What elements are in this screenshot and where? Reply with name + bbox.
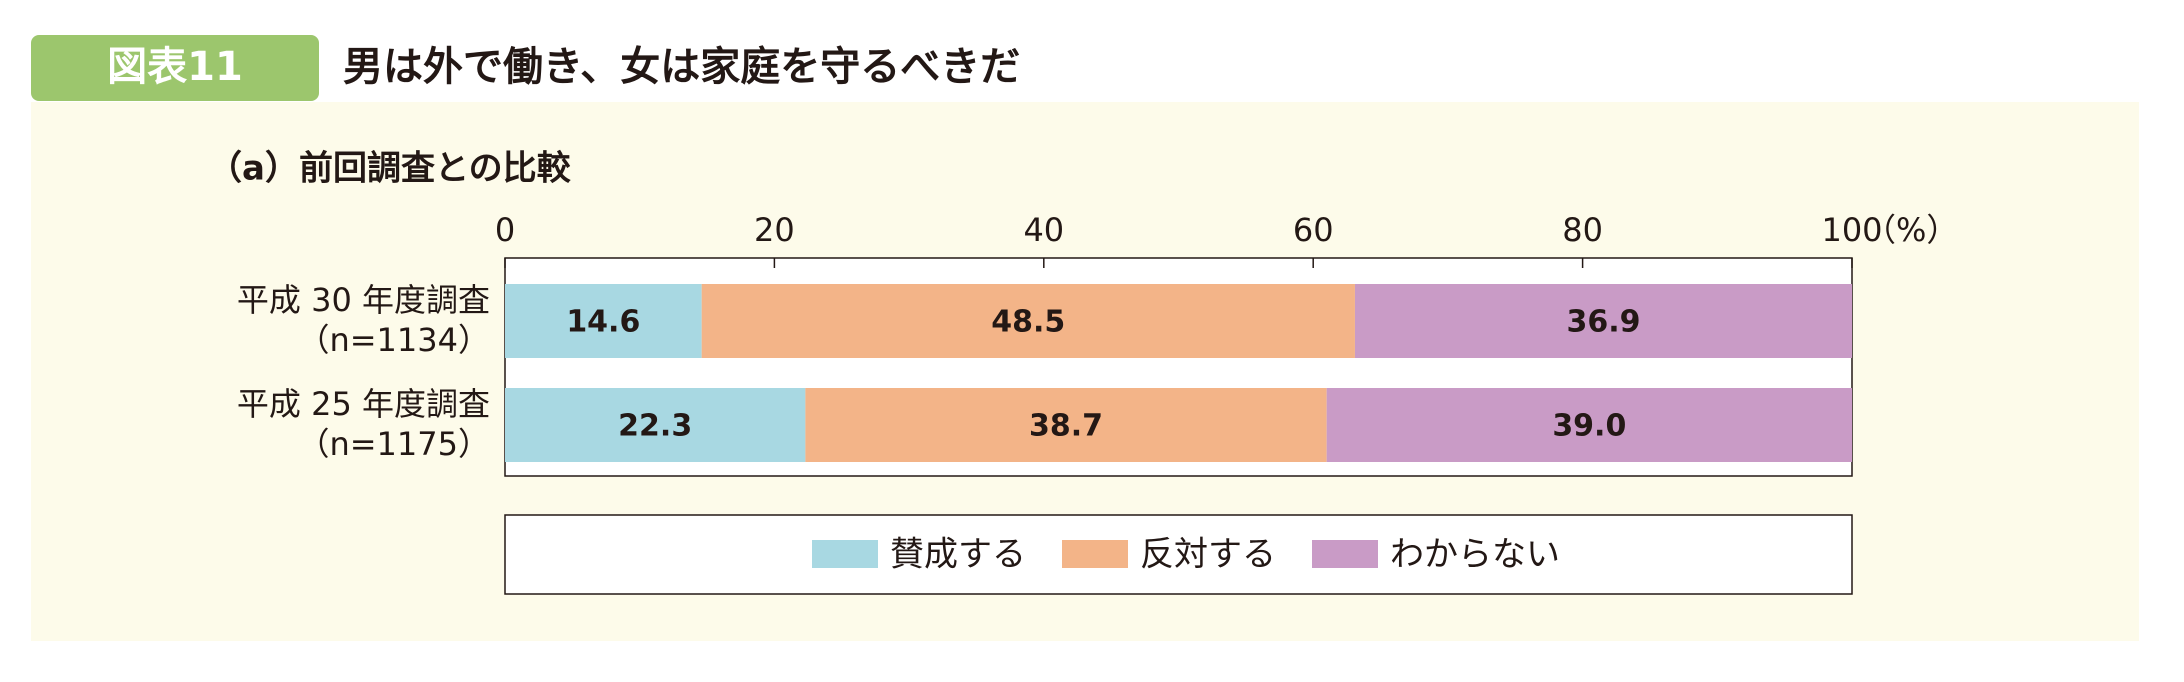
legend-label: わからない <box>1390 535 1560 575</box>
value-label: 39.0 <box>1552 409 1626 444</box>
subtitle: （a）前回調査との比較 <box>208 149 572 189</box>
x-tick-label: 0 <box>495 211 515 249</box>
unit-label: （%） <box>1864 211 1958 249</box>
legend <box>504 514 1853 595</box>
value-label: 36.9 <box>1566 305 1640 340</box>
category-note: （n=1134） <box>297 321 490 359</box>
bar-segment <box>805 388 1327 462</box>
x-tick-label: 100 <box>1821 211 1882 249</box>
legend-swatch <box>1062 540 1128 568</box>
value-label: 14.6 <box>566 305 640 340</box>
value-label: 48.5 <box>991 305 1065 340</box>
bar-segment <box>1326 388 1852 462</box>
bar-segment <box>1354 284 1852 358</box>
x-tick-label: 20 <box>754 211 795 249</box>
badge <box>31 35 319 101</box>
value-label: 22.3 <box>618 409 692 444</box>
legend-label: 賛成する <box>890 535 1026 575</box>
category-label: 平成 30 年度調査 <box>237 281 490 319</box>
x-tick-label: 40 <box>1023 211 1064 249</box>
title: 男は外で働き、女は家庭を守るべきだ <box>343 44 1020 90</box>
x-tick-label: 80 <box>1562 211 1603 249</box>
category-note: （n=1175） <box>297 425 490 463</box>
bar-segment <box>505 284 702 358</box>
value-label: 38.7 <box>1029 409 1103 444</box>
bar-segment <box>505 388 806 462</box>
legend-swatch <box>1312 540 1378 568</box>
legend-label: 反対する <box>1140 535 1276 575</box>
legend-swatch <box>812 540 878 568</box>
x-tick-label: 60 <box>1293 211 1334 249</box>
bar-segment <box>701 284 1355 358</box>
category-label: 平成 25 年度調査 <box>237 385 490 423</box>
badge-text: 図表11 <box>107 44 243 90</box>
